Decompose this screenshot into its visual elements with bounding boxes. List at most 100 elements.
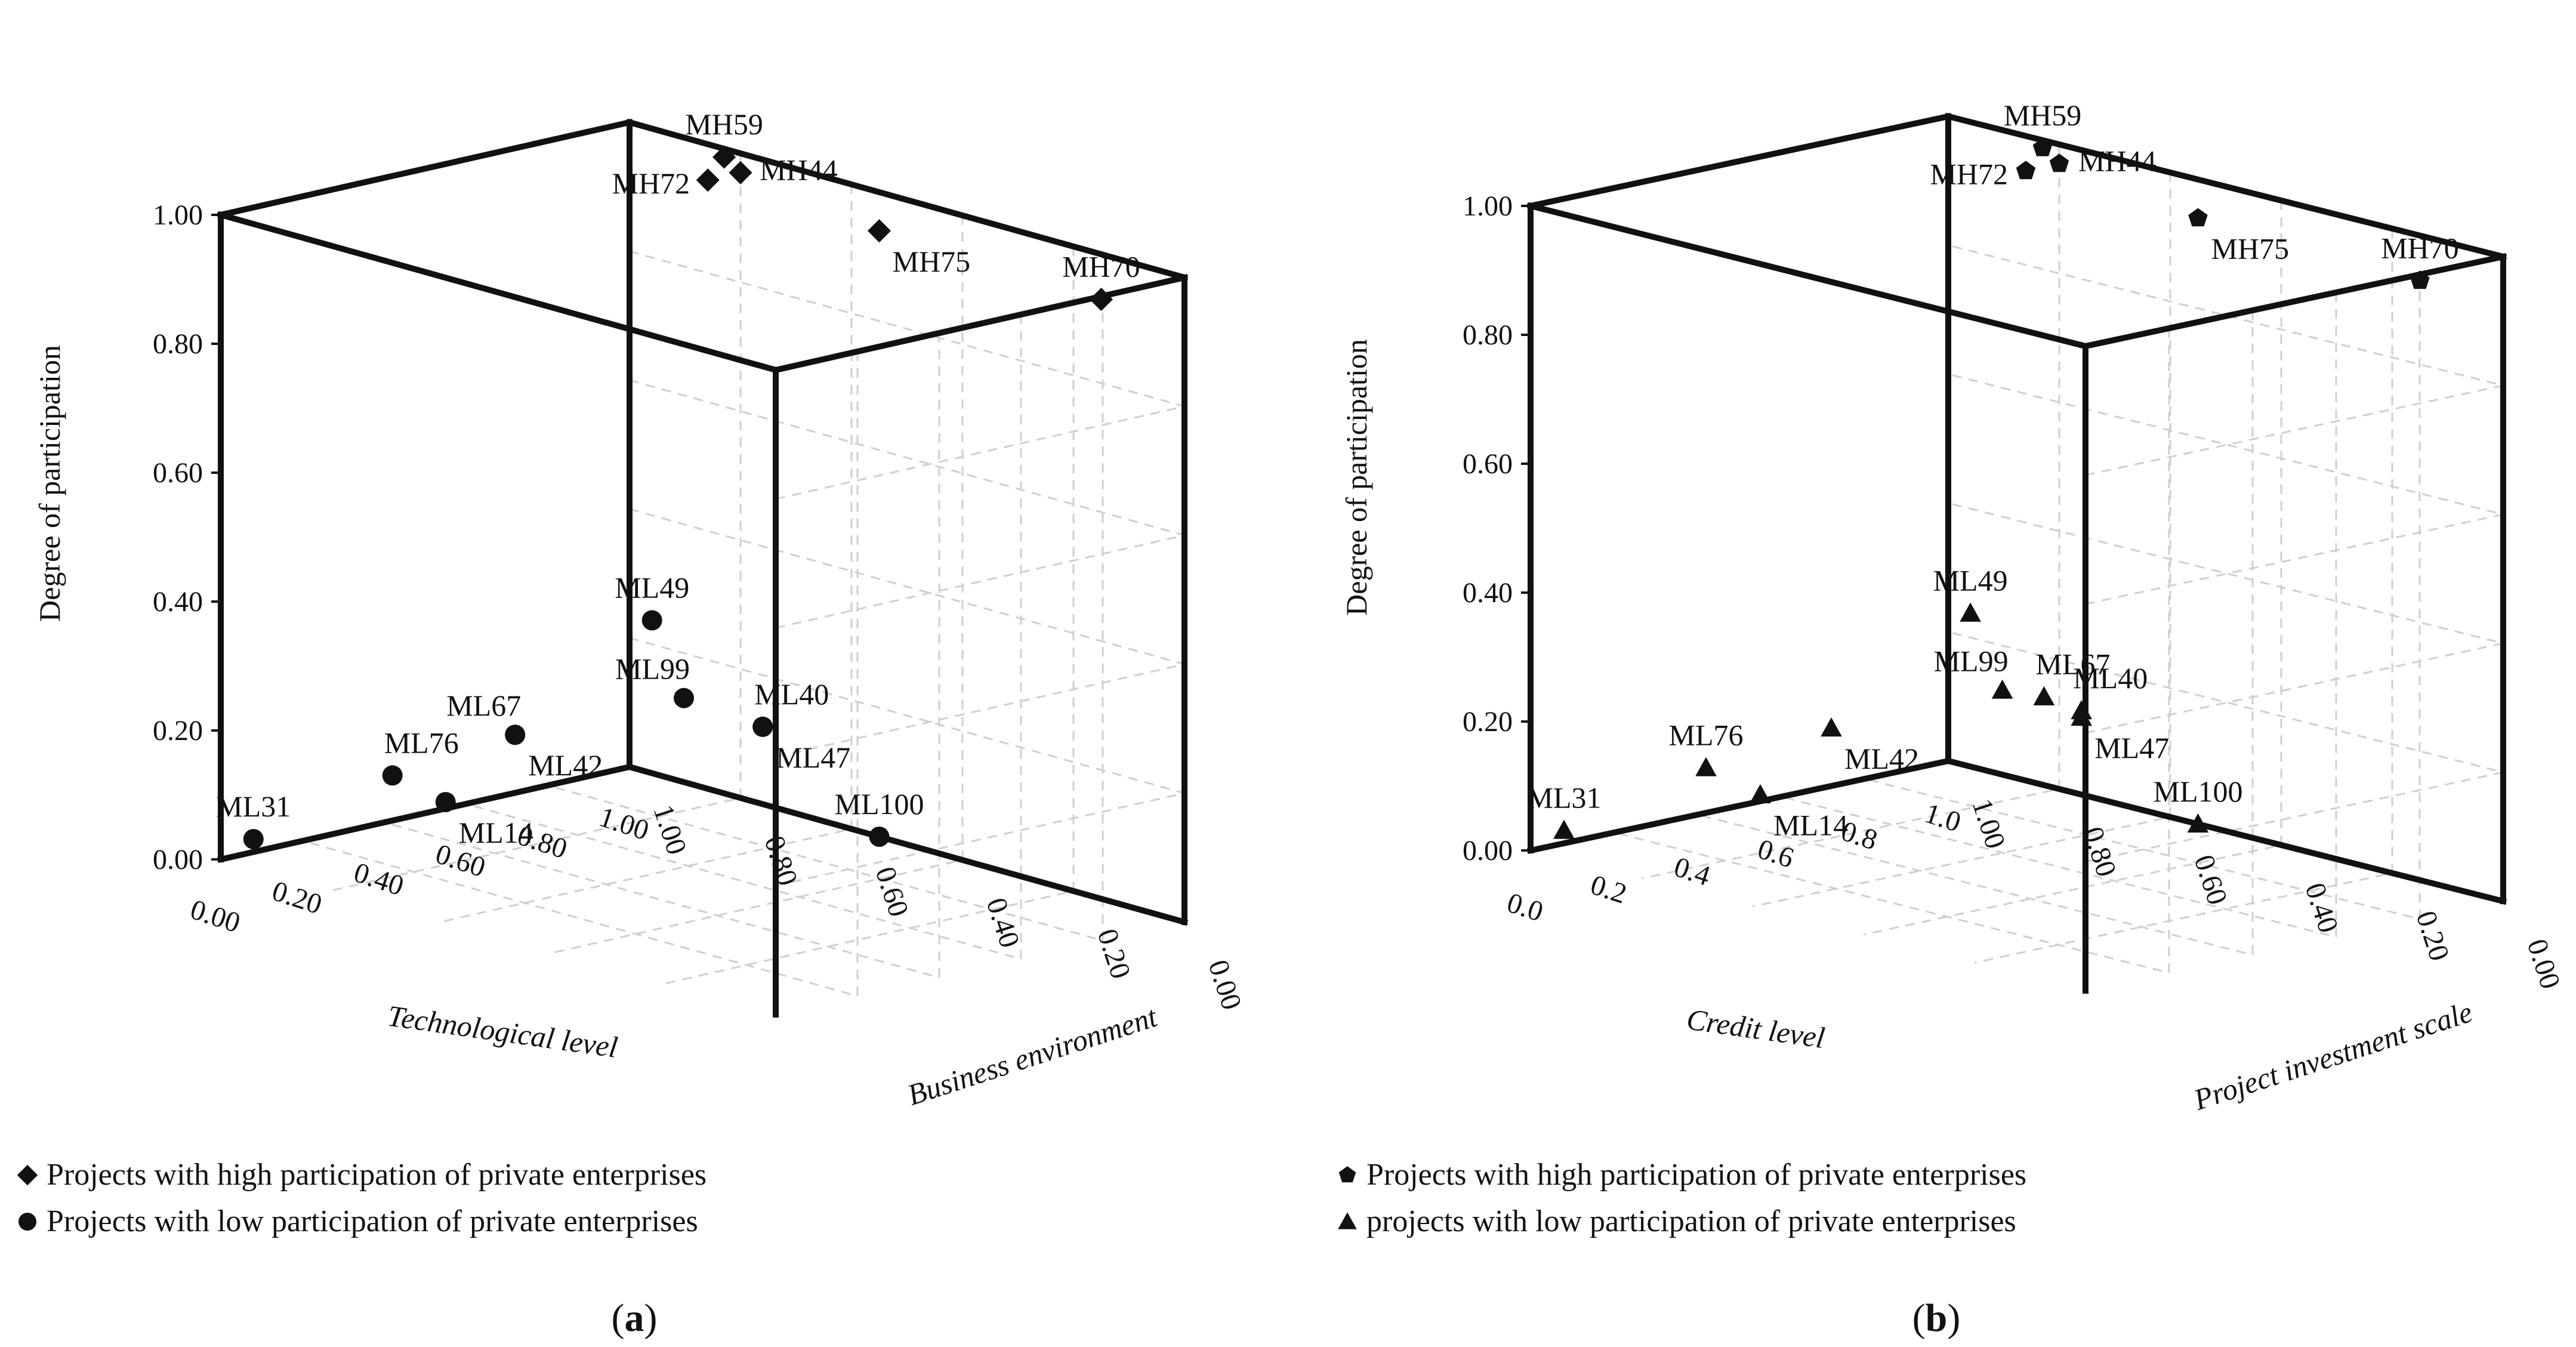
data-point-ml76: [382, 765, 403, 786]
x-tick-label: 0.0: [1503, 887, 1547, 928]
data-label-ml100: ML100: [2154, 775, 2243, 808]
y-tick-label: 0.00: [1463, 835, 1513, 867]
grid-line-x: [302, 352, 859, 997]
x-tick-label: 1.00: [596, 801, 653, 846]
grid-line-x: [1697, 310, 2254, 956]
axis-edge: [1527, 757, 1952, 854]
data-point-mh70: [1089, 288, 1113, 312]
data-label-ml67: ML67: [446, 689, 521, 722]
data-label-ml14: ML14: [1773, 809, 1848, 842]
data-label-mh70: MH70: [2381, 231, 2459, 264]
panel-a: 0.00 0.20 0.40 0.60 0.80 1.00 0.00 0.20 0.40 0.60…: [17, 107, 1248, 1340]
y-tick-label: 1.00: [153, 199, 203, 231]
y-tick-label: 0.60: [1463, 448, 1513, 480]
data-label-ml40: ML40: [754, 677, 829, 711]
data-point-ml14: [1750, 784, 1771, 803]
data-label-ml49: ML49: [1933, 563, 2008, 597]
data-point-ml47: [752, 716, 773, 737]
panel-caption: (b): [1912, 1296, 1961, 1340]
axis-edge: [1944, 757, 2507, 905]
data-point-ml49: [641, 610, 662, 631]
data-point-mh75: [867, 219, 891, 243]
z-axis-title: Business environment: [903, 1000, 1162, 1112]
data-point-mh72: [2016, 161, 2036, 180]
z-tick-label: 0.40: [2299, 879, 2344, 936]
y-axis-title: Degree of participation: [33, 345, 66, 622]
data-label-ml40: ML40: [2073, 661, 2148, 695]
data-point-ml31: [243, 829, 264, 849]
legend-marker-triangle-icon: [1338, 1212, 1357, 1229]
z-tick-label: 0.60: [869, 863, 915, 920]
grid-line-z: [1974, 229, 2393, 964]
grid-line-x: [465, 315, 1022, 960]
panel-caption: (a): [612, 1296, 658, 1340]
y-tick-label: 0.80: [153, 328, 203, 360]
z-tick-label: 0.40: [980, 894, 1026, 951]
caption-paren-open: (: [612, 1296, 625, 1340]
data-point-ml47: [2071, 706, 2093, 726]
data-label-ml99: ML99: [615, 652, 690, 686]
y-tick-label: 0.60: [153, 457, 203, 489]
data-label-mh75: MH75: [893, 245, 971, 278]
data-point-ml99: [1991, 679, 2013, 699]
data-label-mh44: MH44: [760, 153, 838, 186]
legend-marker-circle-icon: [18, 1213, 36, 1231]
data-point-mh59: [712, 145, 736, 169]
axis-edge: [2082, 253, 2507, 350]
data-point-ml100: [869, 827, 890, 847]
data-label-ml76: ML76: [384, 726, 459, 759]
z-tick-label: 0.80: [758, 832, 804, 889]
data-label-mh70: MH70: [1062, 250, 1140, 283]
data-point-ml99: [674, 688, 695, 708]
panel-b: 0.000.200.400.600.801.000.0 0.2 0.4 0.6 0.8 1…: [1338, 98, 2566, 1340]
data-point-ml42: [1821, 717, 1842, 737]
grid-line-y: [629, 379, 1185, 629]
data-label-ml42: ML42: [1844, 742, 1919, 775]
y-tick-label: 0.40: [1463, 577, 1513, 609]
data-label-mh72: MH72: [1930, 157, 2008, 190]
caption-paren-close: ): [644, 1296, 658, 1340]
legend-marker-pentagon-icon: [1338, 1166, 1356, 1183]
data-point-mh44: [2049, 153, 2069, 172]
data-label-ml76: ML76: [1669, 718, 1744, 751]
z-tick-label: 0.00: [2521, 935, 2566, 992]
caption-letter: b: [1926, 1296, 1948, 1340]
grid-line-x: [1864, 275, 2421, 920]
legend-marker-diamond-icon: [17, 1164, 38, 1186]
caption-letter: a: [625, 1296, 644, 1340]
x-tick-label: 0.4: [1670, 851, 1714, 892]
data-label-ml31: ML31: [1527, 781, 1602, 814]
legend-entry-2: Projects with low participation of priva…: [47, 1204, 698, 1238]
z-tick-label: 0.60: [2188, 851, 2233, 908]
grid-line-x: [1614, 328, 2170, 974]
legend: Projects with high participation of priv…: [1338, 1158, 2026, 1238]
data-label-mh59: MH59: [685, 107, 763, 141]
x-tick-label: 1.0: [1921, 797, 1964, 839]
data-label-ml100: ML100: [835, 787, 924, 821]
y-tick-label: 1.00: [1463, 190, 1513, 222]
y-axis-title: Degree of participation: [1340, 339, 1373, 616]
y-tick-label: 0.20: [1463, 706, 1513, 738]
data-point-ml67: [2033, 686, 2055, 705]
z-tick-label: 1.00: [1966, 795, 2012, 852]
data-label-ml47: ML47: [2094, 731, 2169, 765]
axis-edge: [1526, 202, 2090, 350]
legend: Projects with high participation of priv…: [17, 1158, 707, 1238]
data-point-ml42: [505, 725, 526, 745]
legend-entry-1: Projects with high participation of priv…: [1366, 1158, 2026, 1192]
grid-line-y: [629, 637, 1185, 887]
data-label-ml42: ML42: [528, 748, 603, 782]
series-high-participation: MH72 MH59 MH44 MH75 MH70: [612, 107, 1140, 312]
data-point-mh44: [729, 161, 752, 184]
data-label-ml31: ML31: [216, 790, 291, 823]
y-tick-label: 0.20: [153, 715, 203, 747]
legend-entry-2: projects with low participation of priva…: [1366, 1204, 2016, 1238]
data-point-ml31: [1553, 819, 1575, 839]
z-tick-label: 0.20: [1091, 925, 1137, 982]
axis-edge: [217, 763, 633, 863]
data-label-mh75: MH75: [2211, 232, 2290, 266]
grid-lines: [1614, 115, 2504, 974]
axis-box: [1526, 112, 2507, 994]
y-tick-label: 0.00: [153, 844, 203, 876]
caption-paren-open: (: [1912, 1296, 1926, 1340]
